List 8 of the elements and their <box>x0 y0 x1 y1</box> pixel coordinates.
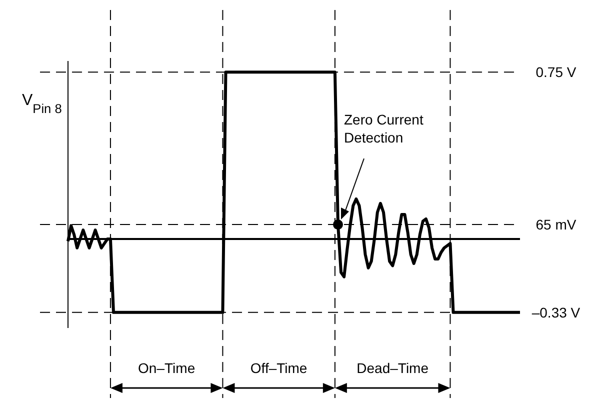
ref-line-label: 65 mV <box>536 216 577 233</box>
text: Off–Time <box>250 360 308 376</box>
y-tick-label: 0.75 V <box>536 64 577 80</box>
text: On–Time <box>138 360 196 376</box>
y-axis-title: V$_{Pin 8}$ <box>22 92 62 116</box>
text: Dead–Time <box>356 360 429 376</box>
y-tick-label: –0.33 V <box>532 304 581 320</box>
annotation: Zero Current Detection <box>344 112 424 146</box>
